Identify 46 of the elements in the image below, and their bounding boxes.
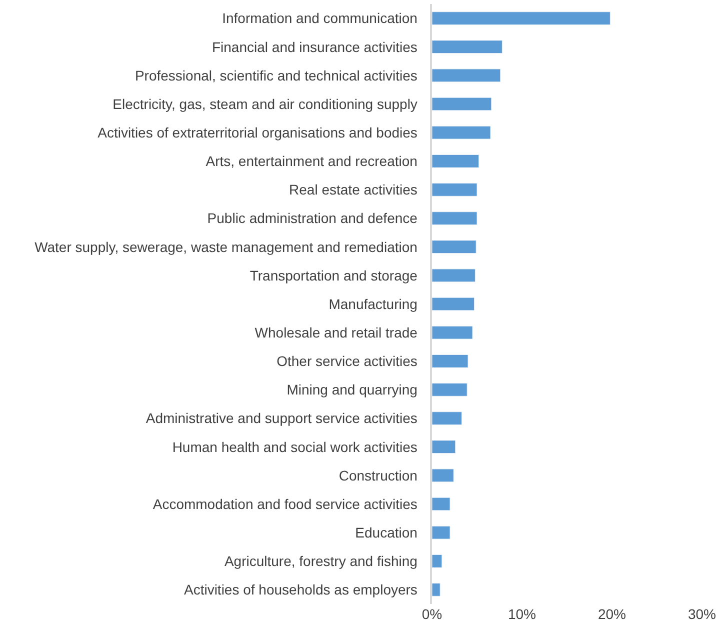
- y-tick-label: Electricity, gas, steam and air conditioning supply: [112, 96, 418, 112]
- y-tick-label: Accommodation and food service activities: [152, 496, 418, 512]
- bar: [432, 326, 473, 340]
- y-tick-label: Arts, entertainment and recreation: [206, 153, 418, 170]
- bar: [432, 68, 501, 82]
- y-tick-label: Financial and insurance activities: [212, 38, 418, 55]
- bar: [432, 97, 492, 111]
- bar: [432, 354, 468, 368]
- bar: [432, 468, 454, 482]
- bar: [432, 497, 450, 511]
- y-tick-label: Activities of extraterritorial organisations and bodies: [98, 124, 418, 140]
- bar: [432, 297, 475, 311]
- bar: [432, 126, 491, 140]
- bar: [432, 212, 478, 225]
- bar: [432, 526, 450, 540]
- y-tick-label: Activities of households as employers: [184, 582, 418, 598]
- x-tick-label: 20%: [598, 606, 626, 622]
- bar: [432, 240, 476, 254]
- bar: [432, 268, 476, 282]
- y-tick-label: Mining and quarrying: [286, 382, 418, 398]
- x-tick-label: 30%: [688, 606, 716, 622]
- y-tick-label: Real estate activities: [289, 182, 418, 198]
- x-tick-label: 10%: [508, 606, 536, 622]
- y-tick-label: Water supply, sewerage, waste management and remediation: [34, 238, 418, 255]
- y-tick-label: Public administration and defence: [207, 210, 418, 226]
- y-tick-label: Agriculture, forestry and fishing: [224, 553, 418, 570]
- bar: [432, 583, 440, 596]
- bar: [432, 440, 456, 454]
- y-tick-label: Education: [355, 524, 418, 540]
- y-tick-label: Transportation and storage: [250, 267, 418, 284]
- y-tick-label: Other service activities: [276, 353, 418, 370]
- y-tick-label: Human health and social work activities: [172, 438, 418, 455]
- bar: [432, 383, 468, 396]
- bar: [432, 154, 480, 168]
- y-tick-label: Professional, scientific and technical activities: [134, 67, 418, 84]
- y-tick-label: Manufacturing: [328, 296, 418, 312]
- y-tick-label: Administrative and support service activities: [146, 410, 418, 426]
- bar: [432, 183, 478, 196]
- bar: [432, 412, 462, 425]
- bar: [432, 554, 442, 568]
- bar: [432, 12, 610, 25]
- y-tick-label: Wholesale and retail trade: [254, 324, 418, 340]
- bar: [432, 40, 502, 54]
- y-tick-label: Construction: [338, 467, 418, 484]
- y-tick-label: Information and communication: [222, 10, 418, 26]
- x-tick-label: 0%: [422, 606, 442, 622]
